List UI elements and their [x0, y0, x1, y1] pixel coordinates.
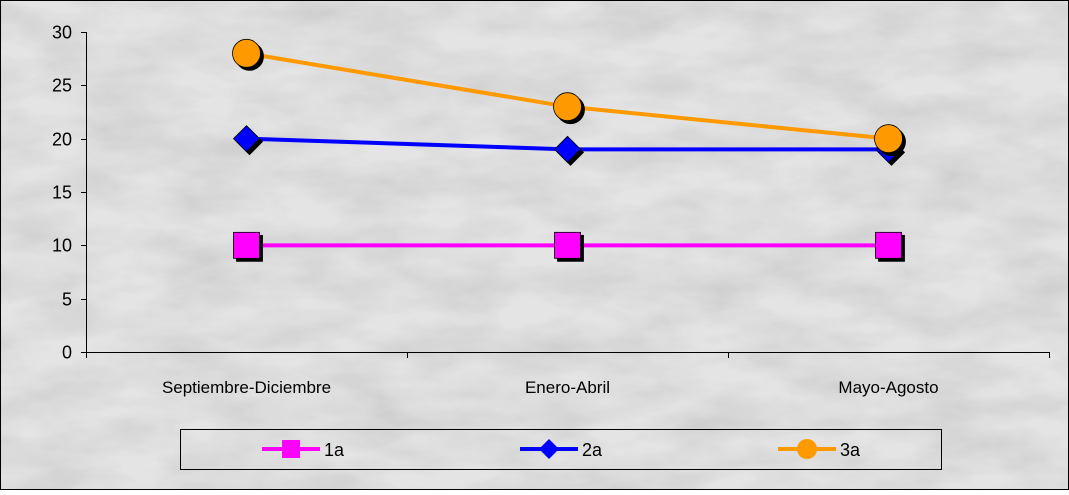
marker-square	[233, 231, 260, 259]
series-markers	[232, 38, 903, 259]
legend-marker-circle	[797, 439, 817, 459]
legend-marker-square	[282, 440, 300, 458]
data-point-circle	[553, 92, 582, 122]
data-point-circle	[232, 38, 261, 68]
legend: 1a 2a 3a	[180, 429, 942, 470]
legend-item-3a: 3a	[778, 439, 861, 460]
legend-label: 3a	[840, 440, 861, 460]
legend-label: 2a	[582, 440, 603, 460]
data-point-diamond	[232, 125, 261, 153]
y-tick-label: 20	[52, 130, 72, 150]
data-point-square	[875, 231, 902, 259]
y-tick-label: 10	[52, 236, 72, 256]
y-tick-label: 15	[52, 183, 72, 203]
y-tick-label: 25	[52, 76, 72, 96]
x-tick-label: Septiembre-Diciembre	[162, 378, 331, 397]
y-tick-label: 0	[62, 343, 72, 363]
legend-item-2a: 2a	[520, 439, 603, 460]
y-tick-label: 5	[62, 290, 72, 310]
marker-circle	[553, 92, 582, 122]
x-tick-label: Enero-Abril	[525, 378, 610, 397]
y-tick-label: 30	[52, 23, 72, 43]
legend-label: 1a	[324, 440, 345, 460]
legend-marker-diamond	[539, 439, 559, 459]
data-point-diamond	[553, 135, 582, 163]
marker-diamond	[553, 135, 582, 163]
data-point-circle	[874, 124, 903, 154]
x-tick-label: Mayo-Agosto	[838, 378, 938, 397]
marker-square	[554, 231, 581, 259]
legend-box	[180, 429, 942, 470]
legend-item-1a: 1a	[262, 440, 345, 460]
data-point-square	[554, 231, 581, 259]
axes: 0 5 10 15 20 25 30 Septiembre-Diciembre Enero-Ab…	[52, 23, 1050, 397]
marker-circle	[232, 38, 261, 68]
data-point-square	[233, 231, 260, 259]
marker-circle	[874, 124, 903, 154]
marker-square	[875, 231, 902, 259]
marker-diamond	[232, 125, 261, 153]
